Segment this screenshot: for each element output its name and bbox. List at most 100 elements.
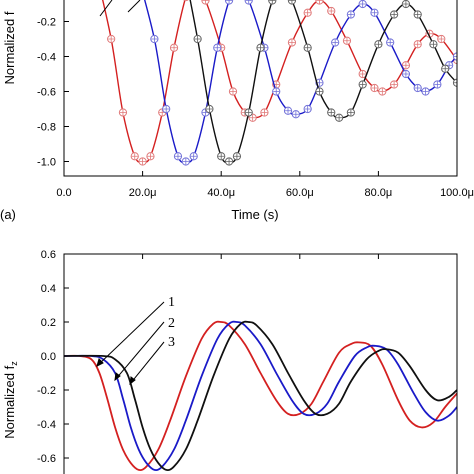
- panel-label-a: (a): [0, 207, 16, 222]
- data-point-cross: [304, 106, 311, 112]
- x-tick-label: 40.0μ: [207, 187, 235, 199]
- data-point-cross: [328, 109, 335, 116]
- callout-arrow: [127, 0, 141, 13]
- data-point-cross: [182, 158, 189, 165]
- panel-b-ticks: 0.6 0.4 0.2 0.0 -0.2 -0.4 -0.6: [37, 249, 379, 465]
- annotation-arrow-2: [114, 321, 165, 381]
- annotation-arrow-1: [96, 301, 165, 367]
- data-point-cross: [430, 41, 437, 48]
- data-point-cross: [108, 36, 115, 42]
- data-point-cross: [273, 88, 280, 95]
- data-point-cross: [131, 153, 138, 160]
- data-point-cross: [359, 71, 366, 77]
- data-point-cross: [261, 109, 268, 116]
- y-axis-label-a: Normalized f: [2, 11, 17, 84]
- panel-a-y-axis-label: Normalized f: [2, 11, 17, 84]
- data-point-cross: [171, 44, 178, 51]
- data-point-cross: [249, 114, 256, 121]
- annotation-1: 1: [168, 295, 175, 310]
- y-axis-label-b-main: Normalized f: [2, 365, 17, 438]
- data-point-cross: [359, 81, 366, 88]
- data-point-cross: [285, 107, 292, 114]
- data-point-cross: [269, 0, 276, 4]
- panel-b-plot-frame: [63, 253, 458, 474]
- y-tick-label: -0.8: [37, 122, 56, 134]
- x-axis-label-a: Time (s): [231, 207, 278, 222]
- data-point-cross: [218, 153, 225, 160]
- data-point-cross: [328, 8, 335, 14]
- data-point-cross: [454, 53, 457, 60]
- y-tick-label: 0.0: [41, 351, 56, 363]
- panel-a-plot-frame: [63, 0, 458, 177]
- y-tick-label: 0.6: [41, 249, 56, 261]
- x-tick-label: 20.0μ: [129, 187, 157, 199]
- panel-a-callout-arrows: [99, 0, 141, 17]
- data-point-cross: [375, 41, 382, 48]
- panel-b-series: [64, 320, 457, 471]
- series-line-3: [64, 320, 457, 471]
- data-point-cross: [347, 11, 354, 18]
- data-point-cross: [434, 81, 441, 88]
- data-point: [183, 0, 189, 2]
- panel-b-y-axis-label: Normalized fz: [2, 361, 19, 439]
- y-tick-label: 0.4: [41, 283, 56, 295]
- data-point-cross: [343, 37, 350, 44]
- data-point-cross: [387, 39, 394, 46]
- callout-arrow: [99, 0, 113, 17]
- chart-panel-b: 0.6 0.4 0.2 0.0 -0.2 -0.4 -0.6 Normalized fz 1…: [2, 249, 458, 474]
- data-point-cross: [206, 106, 213, 112]
- annotation-2: 2: [168, 316, 175, 331]
- data-point-cross: [288, 39, 295, 46]
- data-point-cross: [174, 153, 181, 160]
- y-tick-label: -0.4: [37, 52, 56, 64]
- y-tick-label: -0.6: [37, 453, 56, 465]
- data-point-cross: [391, 11, 398, 18]
- y-tick-label: -0.4: [37, 419, 56, 431]
- annotation-arrow-3: [129, 341, 165, 385]
- data-point-cross: [347, 109, 354, 116]
- data-point-cross: [304, 44, 311, 51]
- y-tick-label: -0.2: [37, 385, 56, 397]
- panel-a-ticks: 0.0 20.0μ 40.0μ 60.0μ 80.0μ 100.0μ -0.2 -0.4 -0.…: [37, 17, 474, 200]
- panel-a-series: [101, 0, 457, 166]
- data-point-cross: [292, 111, 299, 118]
- data-point-cross: [414, 41, 421, 48]
- data-point-cross: [391, 81, 398, 88]
- data-point-cross: [371, 85, 378, 91]
- data-point-cross: [414, 85, 421, 91]
- data-point-cross: [119, 109, 126, 116]
- data-point-cross: [402, 1, 409, 7]
- data-point-cross: [454, 79, 457, 86]
- data-point-cross: [139, 158, 146, 165]
- data-point-cross: [316, 0, 323, 4]
- data-point-cross: [316, 88, 323, 95]
- data-point-cross: [288, 0, 295, 4]
- y-tick-label: 0.2: [41, 317, 56, 329]
- series-line-1: [64, 320, 457, 471]
- data-point-cross: [214, 44, 221, 51]
- data-point-cross: [414, 11, 421, 18]
- x-tick-label: 100.0μ: [440, 187, 474, 199]
- data-point-cross: [245, 0, 252, 4]
- data-point-cross: [233, 153, 240, 160]
- y-tick-label: -0.2: [37, 17, 56, 29]
- chart-panel-a: 0.0 20.0μ 40.0μ 60.0μ 80.0μ 100.0μ -0.2 -0.4 -0.…: [0, 0, 474, 222]
- arrowhead-1: [96, 358, 104, 367]
- data-point-cross: [190, 153, 197, 160]
- data-point-cross: [332, 39, 339, 46]
- data-point-cross: [442, 65, 449, 72]
- data-point-cross: [336, 114, 343, 121]
- data-point-cross: [402, 71, 409, 77]
- arrowhead-3: [129, 376, 136, 386]
- x-tick-label: 60.0μ: [286, 187, 314, 199]
- data-point-cross: [229, 88, 236, 95]
- data-point-cross: [202, 0, 209, 4]
- x-tick-label: 0.0: [56, 187, 71, 199]
- data-point-cross: [151, 36, 158, 42]
- data-point-cross: [147, 153, 154, 160]
- data-point-cross: [359, 1, 366, 7]
- data-point-cross: [422, 88, 429, 95]
- data-point-cross: [304, 9, 311, 16]
- data-point-cross: [402, 62, 409, 69]
